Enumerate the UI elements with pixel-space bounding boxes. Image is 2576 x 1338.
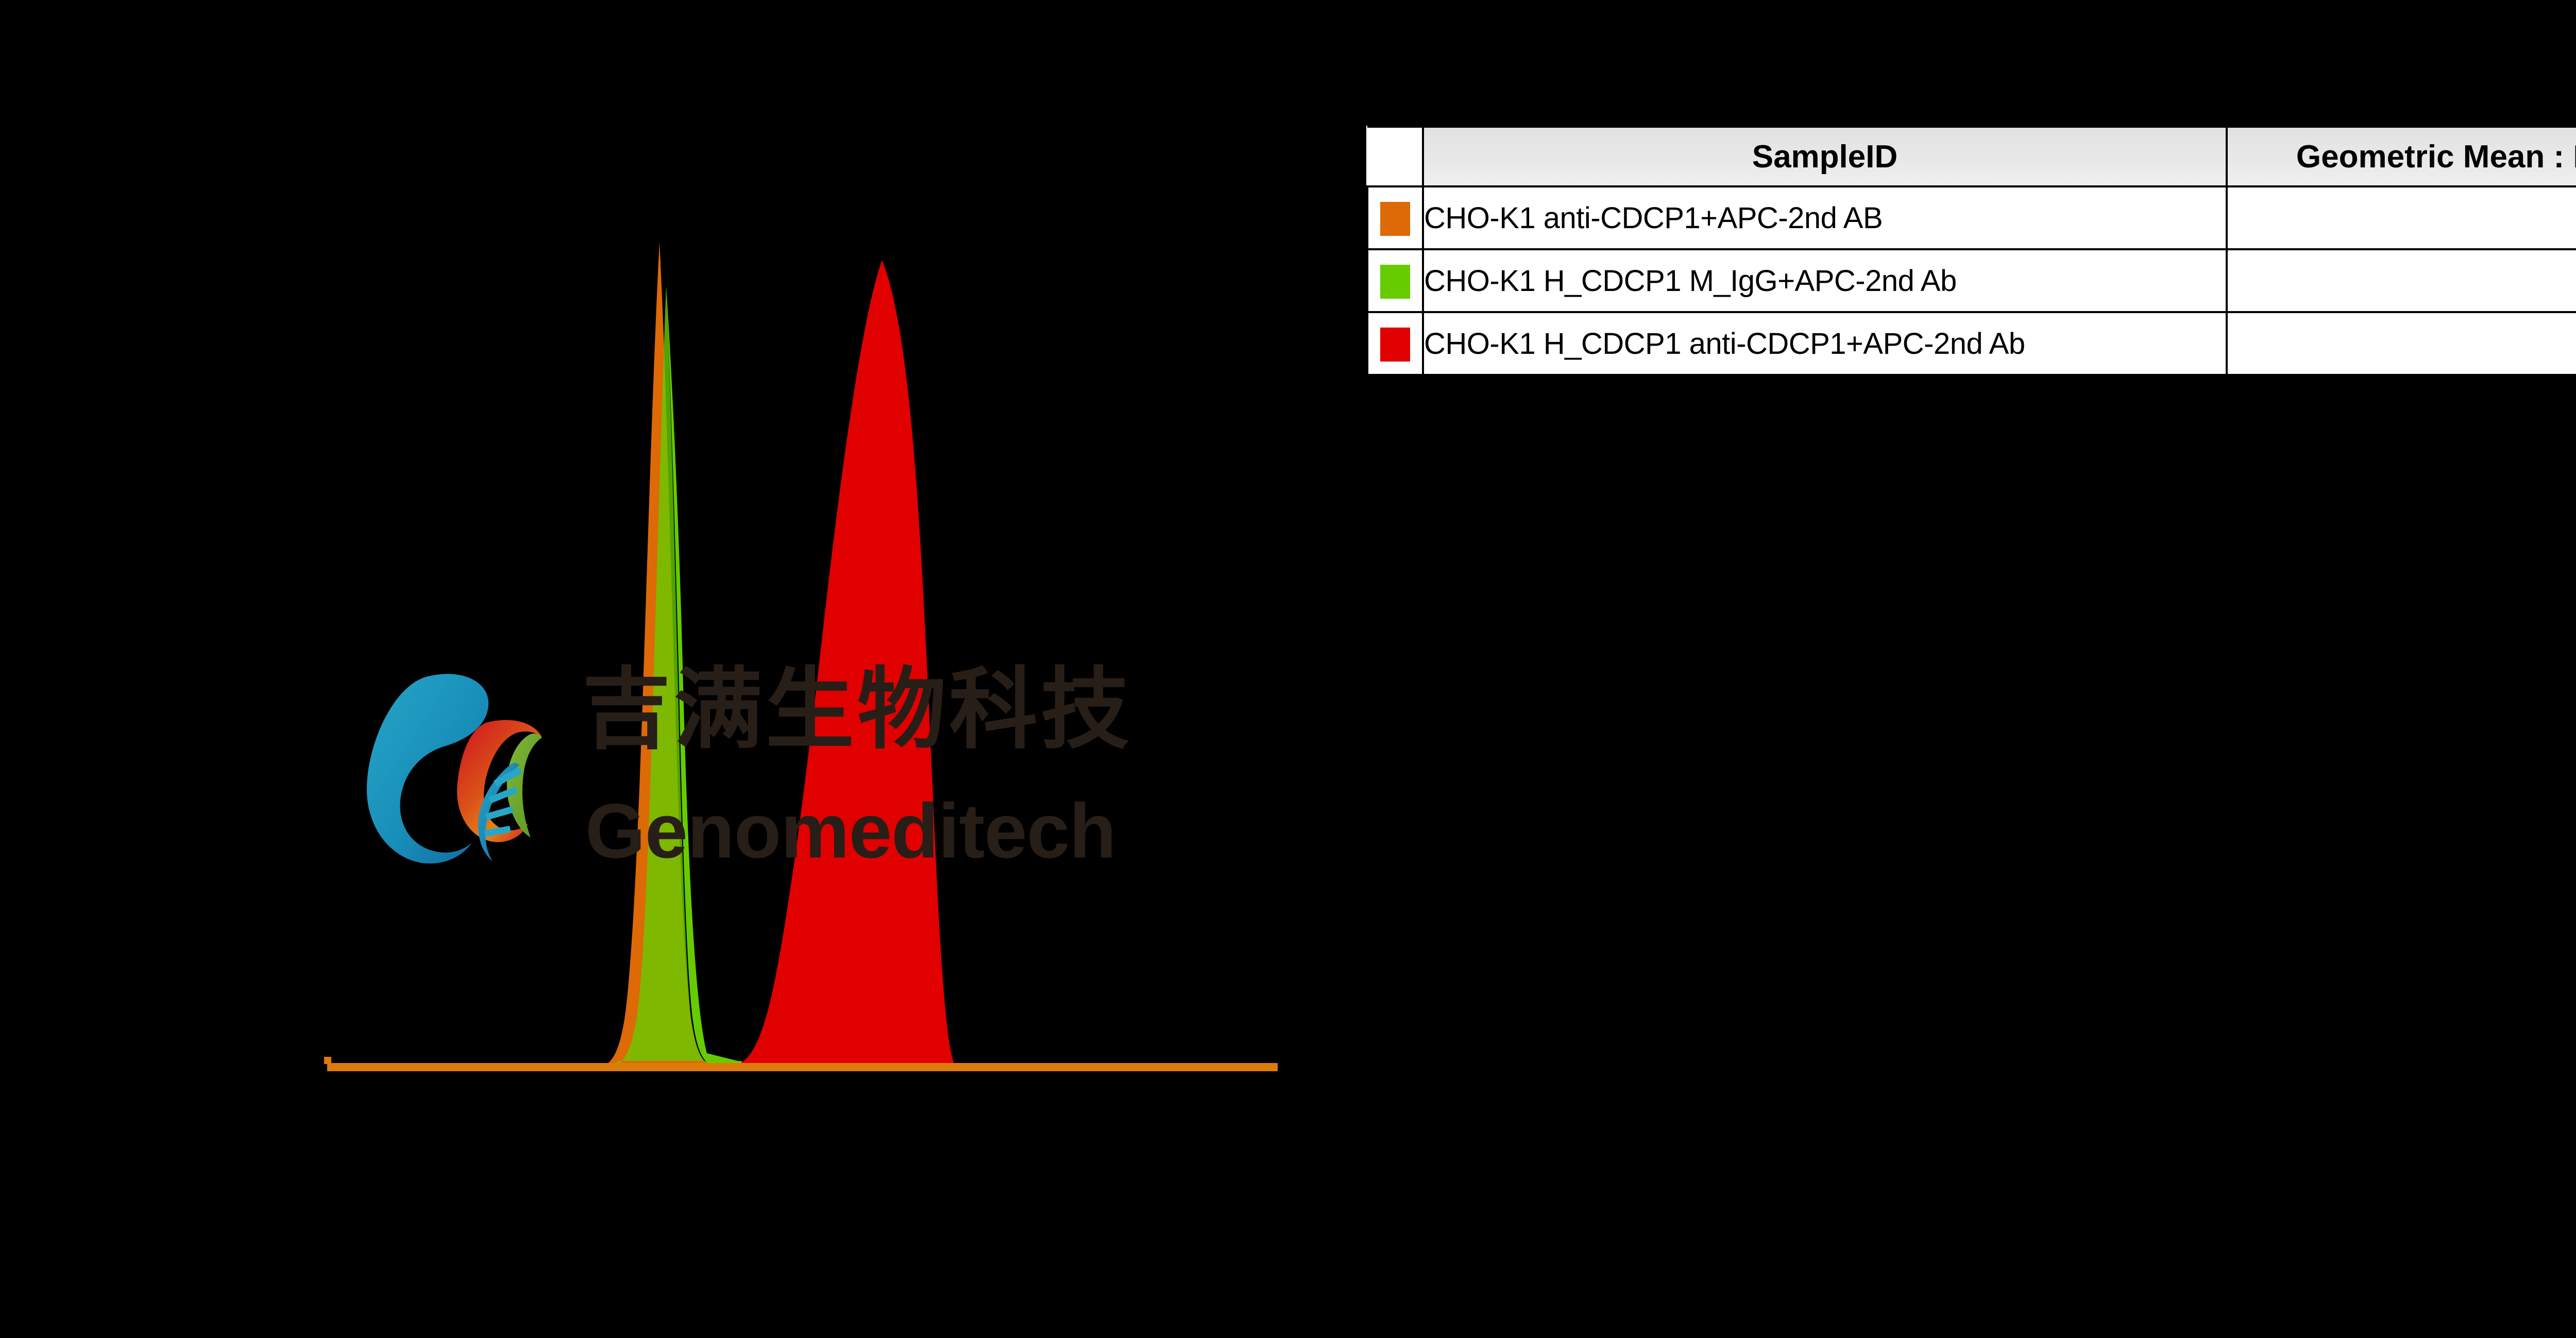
histogram-plot-area: 吉满生物科技 Genomeditech [324, 242, 1278, 1071]
column-header-swatch [1367, 126, 1424, 187]
row-sample-id: CHO-K1 anti-CDCP1+APC-2nd AB [1422, 185, 2228, 250]
legend-color-swatch-icon [1380, 265, 1410, 299]
statistics-table: SampleID Geometric Mean : FL11-H CHO-K1 … [1366, 126, 2576, 376]
x-axis-baseline [327, 1063, 1278, 1071]
table-row: CHO-K1 anti-CDCP1+APC-2nd AB 1089 [1366, 185, 2576, 250]
series-area-red [732, 260, 969, 1067]
series-area-green [611, 286, 742, 1067]
column-header-sample-id: SampleID [1422, 126, 2228, 187]
row-sample-id: CHO-K1 H_CDCP1 anti-CDCP1+APC-2nd Ab [1422, 311, 2228, 376]
series-green-shoulder [666, 286, 742, 1067]
table-row: CHO-K1 H_CDCP1 anti-CDCP1+APC-2nd Ab 629… [1366, 311, 2576, 376]
row-sample-id: CHO-K1 H_CDCP1 M_IgG+APC-2nd Ab [1422, 248, 2228, 313]
legend-color-swatch-icon [1380, 202, 1410, 236]
column-header-geometric-mean: Geometric Mean : FL11-H [2226, 126, 2576, 187]
statistics-table-container: SampleID Geometric Mean : FL11-H CHO-K1 … [1364, 124, 2576, 378]
histogram-chart [324, 242, 1278, 1071]
legend-color-swatch-icon [1380, 328, 1410, 362]
table-header-row: SampleID Geometric Mean : FL11-H [1367, 126, 2576, 187]
row-color-swatch-cell [1366, 311, 1424, 376]
row-color-swatch-cell [1366, 185, 1424, 250]
row-geometric-mean: 62914 [2226, 311, 2576, 376]
row-geometric-mean: 1467 [2226, 248, 2576, 313]
table-row: CHO-K1 H_CDCP1 M_IgG+APC-2nd Ab 1467 [1366, 248, 2576, 313]
axis-origin-tick [324, 1057, 331, 1064]
row-geometric-mean: 1089 [2226, 185, 2576, 250]
row-color-swatch-cell [1366, 248, 1424, 313]
